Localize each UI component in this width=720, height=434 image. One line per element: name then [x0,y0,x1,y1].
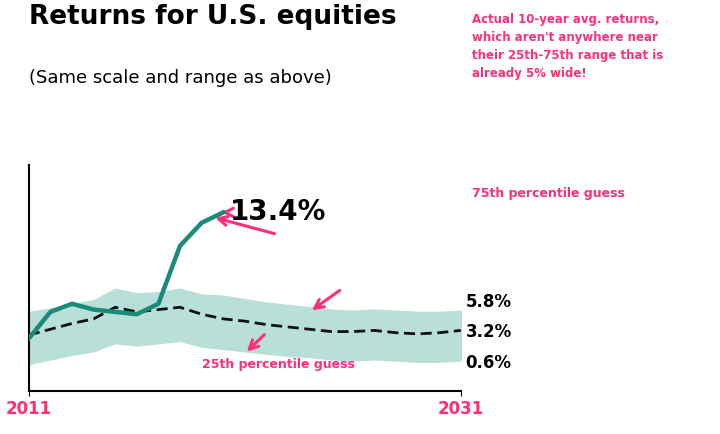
Text: 75th percentile guess: 75th percentile guess [472,187,624,200]
Text: 25th percentile guess: 25th percentile guess [202,358,354,371]
Text: (Same scale and range as above): (Same scale and range as above) [29,69,331,87]
Text: Returns for U.S. equities: Returns for U.S. equities [29,4,397,30]
Text: 13.4%: 13.4% [230,198,326,227]
Text: Actual 10-year avg. returns,
which aren't anywhere near
their 25th-75th range th: Actual 10-year avg. returns, which aren'… [472,13,663,80]
